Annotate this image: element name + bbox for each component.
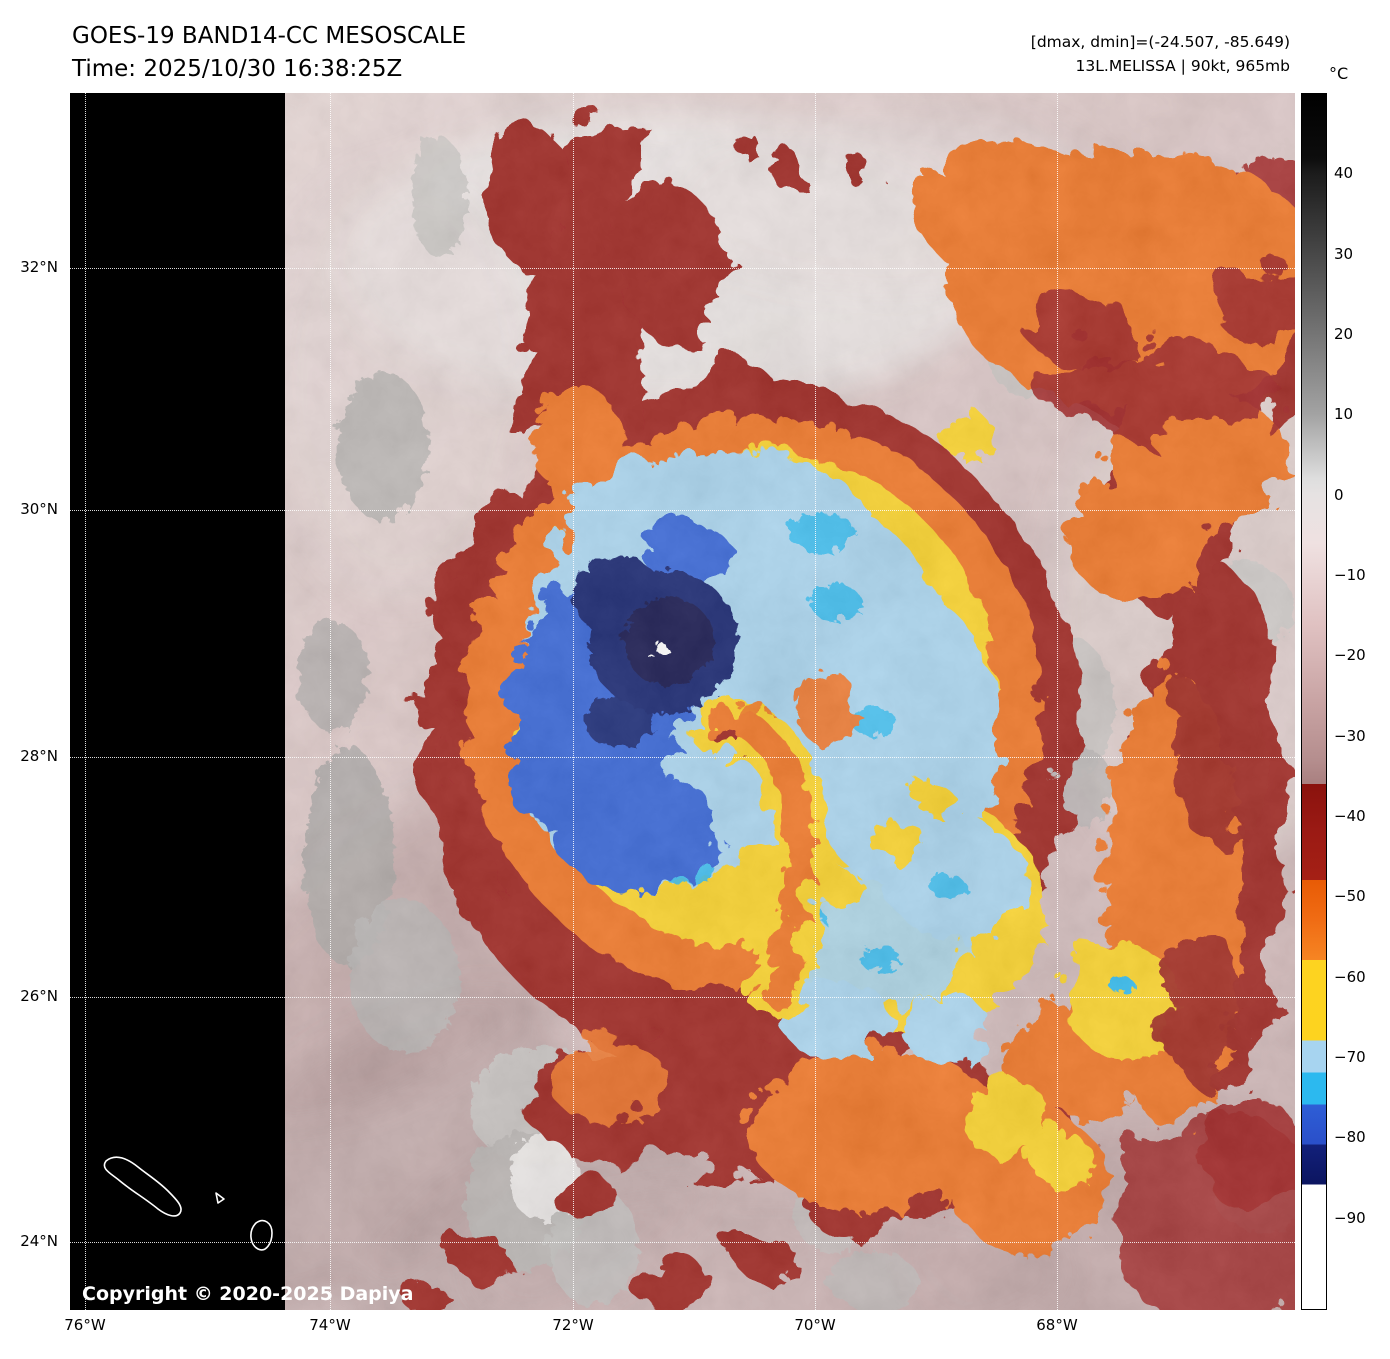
- colorbar-gradient: [1302, 94, 1326, 1309]
- timestamp: Time: 2025/10/30 16:38:25Z: [72, 56, 403, 83]
- lon-tick-label: 72°W: [552, 1316, 594, 1334]
- lat-tick-label: 24°N: [20, 1232, 58, 1251]
- lon-axis-labels: 76°W 74°W 72°W 70°W 68°W: [64, 1316, 1295, 1342]
- header-left: GOES-19 BAND14-CC MESOSCALE Time: 2025/1…: [72, 20, 466, 87]
- colorbar-tick-label: −90: [1334, 1208, 1366, 1227]
- lon-tick-label: 76°W: [64, 1316, 106, 1334]
- lat-tick-label: 26°N: [20, 986, 58, 1005]
- coastline-outlines: [103, 1156, 273, 1251]
- colorbar-tick-label: −50: [1334, 887, 1366, 906]
- colorbar-tick-label: −70: [1334, 1047, 1366, 1066]
- lon-tick-label: 74°W: [309, 1316, 351, 1334]
- lat-tick-label: 28°N: [20, 746, 58, 765]
- colorbar-tick-label: 0: [1334, 485, 1344, 504]
- colorbar-tick-label: 20: [1334, 324, 1354, 343]
- colorbar-tick-label: −40: [1334, 806, 1366, 825]
- map-plot-area: Copyright © 2020-2025 Dapiya: [70, 93, 1295, 1310]
- storm-info: 13L.MELISSA | 90kt, 965mb: [1075, 57, 1290, 76]
- header-right: [dmax, dmin]=(-24.507, -85.649) 13L.MELI…: [1031, 30, 1290, 78]
- lat-tick-label: 30°N: [20, 500, 58, 519]
- mesoscale-swath: [285, 93, 1295, 1310]
- dmax-dmin-readout: [dmax, dmin]=(-24.507, -85.649): [1030, 33, 1290, 51]
- colorbar-unit-label: °C: [1329, 64, 1349, 83]
- main-title: GOES-19 BAND14-CC MESOSCALE: [72, 23, 467, 49]
- colorbar-tick-label: −20: [1334, 646, 1366, 665]
- lat-tick-label: 32°N: [20, 258, 58, 276]
- colorbar-tick-label: −80: [1334, 1128, 1366, 1147]
- colorbar-tick-label: 40: [1334, 164, 1354, 183]
- lon-tick-label: 68°W: [1036, 1316, 1078, 1334]
- colorbar: [1301, 93, 1327, 1310]
- satellite-image: [70, 93, 1295, 1310]
- colorbar-tick-label: 30: [1334, 244, 1354, 263]
- lat-axis-labels: 32°N 30°N 28°N 26°N 24°N: [0, 93, 62, 1310]
- lon-tick-label: 70°W: [794, 1316, 836, 1334]
- colorbar-ticks: 40 30 20 10 0 −10 −20 −30 −40 −50 −60 −70 −80 −90: [1334, 93, 1388, 1310]
- colorbar-tick-label: 10: [1334, 405, 1354, 424]
- colorbar-tick-label: −60: [1334, 967, 1366, 986]
- colorbar-tick-label: −30: [1334, 726, 1366, 745]
- copyright-notice: Copyright © 2020-2025 Dapiya: [82, 1283, 414, 1305]
- colorbar-tick-label: −10: [1334, 565, 1366, 584]
